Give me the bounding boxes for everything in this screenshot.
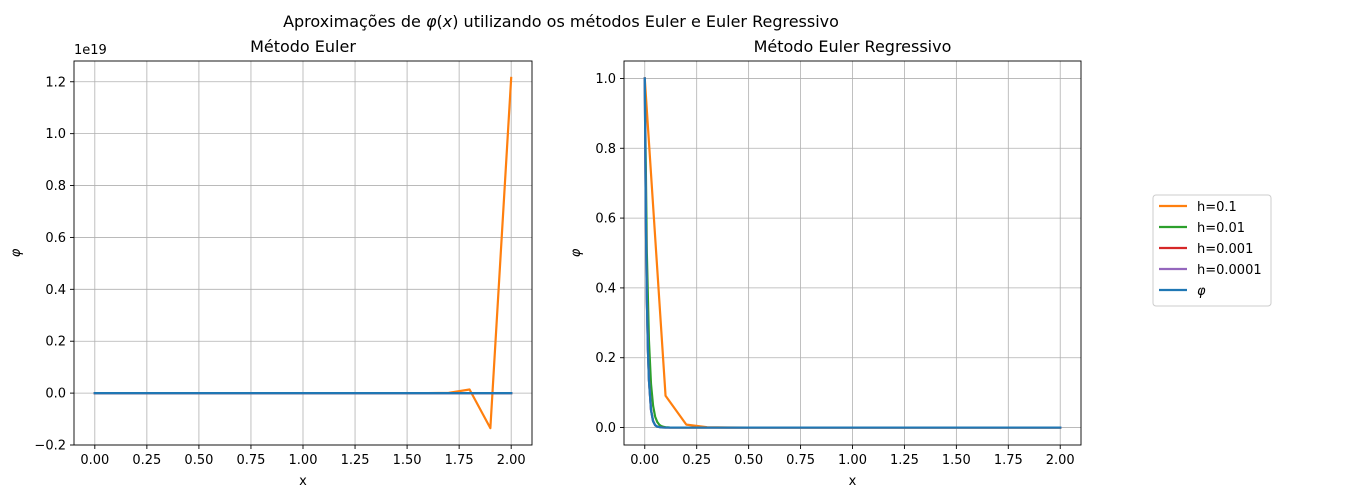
regressivo-x-tick-label: 0.25 [682,453,711,468]
euler-y-tick-label: 1.2 [45,75,66,90]
euler-x-tick-label: 0.00 [80,453,109,468]
euler-y-tick-label: 0.6 [45,231,66,246]
regressivo-x-tick-label: 0.75 [786,453,815,468]
regressivo-y-tick-label: 0.8 [595,142,616,157]
regressivo-y-axis-label: φ [569,248,584,257]
regressivo-x-axis-label: x [849,474,857,489]
suptitle-prefix: Aproximações de [283,12,426,31]
euler-x-tick-label: 0.25 [132,453,161,468]
legend-entry-label: h=0.01 [1197,221,1245,236]
regressivo-x-tick-label: 1.25 [890,453,919,468]
regressivo-x-tick-label: 0.00 [630,453,659,468]
regressivo-y-tick-label: 0.0 [595,421,616,436]
regressivo-x-tick-label: 1.00 [838,453,867,468]
euler-y-tick-label: 0.4 [45,283,66,298]
regressivo-y-tick-label: 1.0 [595,72,616,87]
figure-suptitle: Aproximações de φ(x) utilizando os métod… [283,12,839,31]
euler-x-tick-label: 1.00 [289,453,318,468]
legend: h=0.1 h=0.01 h=0.001 h=0.0001 φ [1152,194,1272,307]
euler-x-tick-label: 2.00 [497,453,526,468]
euler-x-tick-label: 0.50 [184,453,213,468]
legend-entry-label: h=0.0001 [1197,263,1262,278]
legend-entry-label: φ [1197,284,1206,299]
suptitle-suffix: utilizando os métodos Euler e Euler Regr… [458,12,838,31]
euler-title: Método Euler [250,37,356,56]
regressivo-x-tick-label: 2.00 [1046,453,1075,468]
regressivo-series-group [643,77,1062,429]
euler-series-group [93,76,513,430]
euler-x-tick-label: 1.50 [393,453,422,468]
regressivo-y-tick-label: 0.6 [595,212,616,227]
euler-x-axis-label: x [299,474,307,489]
regressivo-x-tick-label: 1.75 [994,453,1023,468]
regressivo-x-tick-label: 0.50 [734,453,763,468]
regressivo-title: Método Euler Regressivo [754,37,952,56]
euler-y-offset-text: 1e19 [74,43,107,58]
regressivo-x-tick-label: 1.50 [942,453,971,468]
euler-y-tick-label: −0.2 [34,439,66,454]
euler-y-tick-label: 0.8 [45,179,66,194]
euler-y-tick-label: 0.2 [45,335,66,350]
legend-entry-label: h=0.1 [1197,200,1237,215]
euler-x-tick-label: 1.25 [341,453,370,468]
euler-y-tick-label: 0.0 [45,387,66,402]
regressivo-y-tick-label: 0.2 [595,351,616,366]
suptitle-phi-symbol: φ [426,12,437,31]
legend-frame [1152,194,1272,307]
euler-x-tick-label: 0.75 [236,453,265,468]
regressivo-y-tick-label: 0.4 [595,281,616,296]
regressivo-series-line-4 [643,77,1062,429]
suptitle-x-symbol: x [442,12,453,31]
euler-regressivo-subplot: 0.00 0.25 0.50 0.75 1.00 1.25 1.50 1.75 2.00 0.0 0… [569,37,1082,489]
legend-entry-label: h=0.001 [1197,242,1253,257]
euler-x-tick-label: 1.75 [445,453,474,468]
euler-grid [74,61,532,446]
euler-y-tick-label: 1.0 [45,127,66,142]
euler-subplot: 0.00 0.25 0.50 0.75 1.00 1.25 1.50 1.75 2.00 −0.2… [9,37,533,489]
euler-y-axis-label: φ [9,248,24,257]
suptitle-open-paren: ( [437,12,443,31]
regressivo-grid [624,61,1081,445]
suptitle-close-paren: ) [452,12,458,31]
